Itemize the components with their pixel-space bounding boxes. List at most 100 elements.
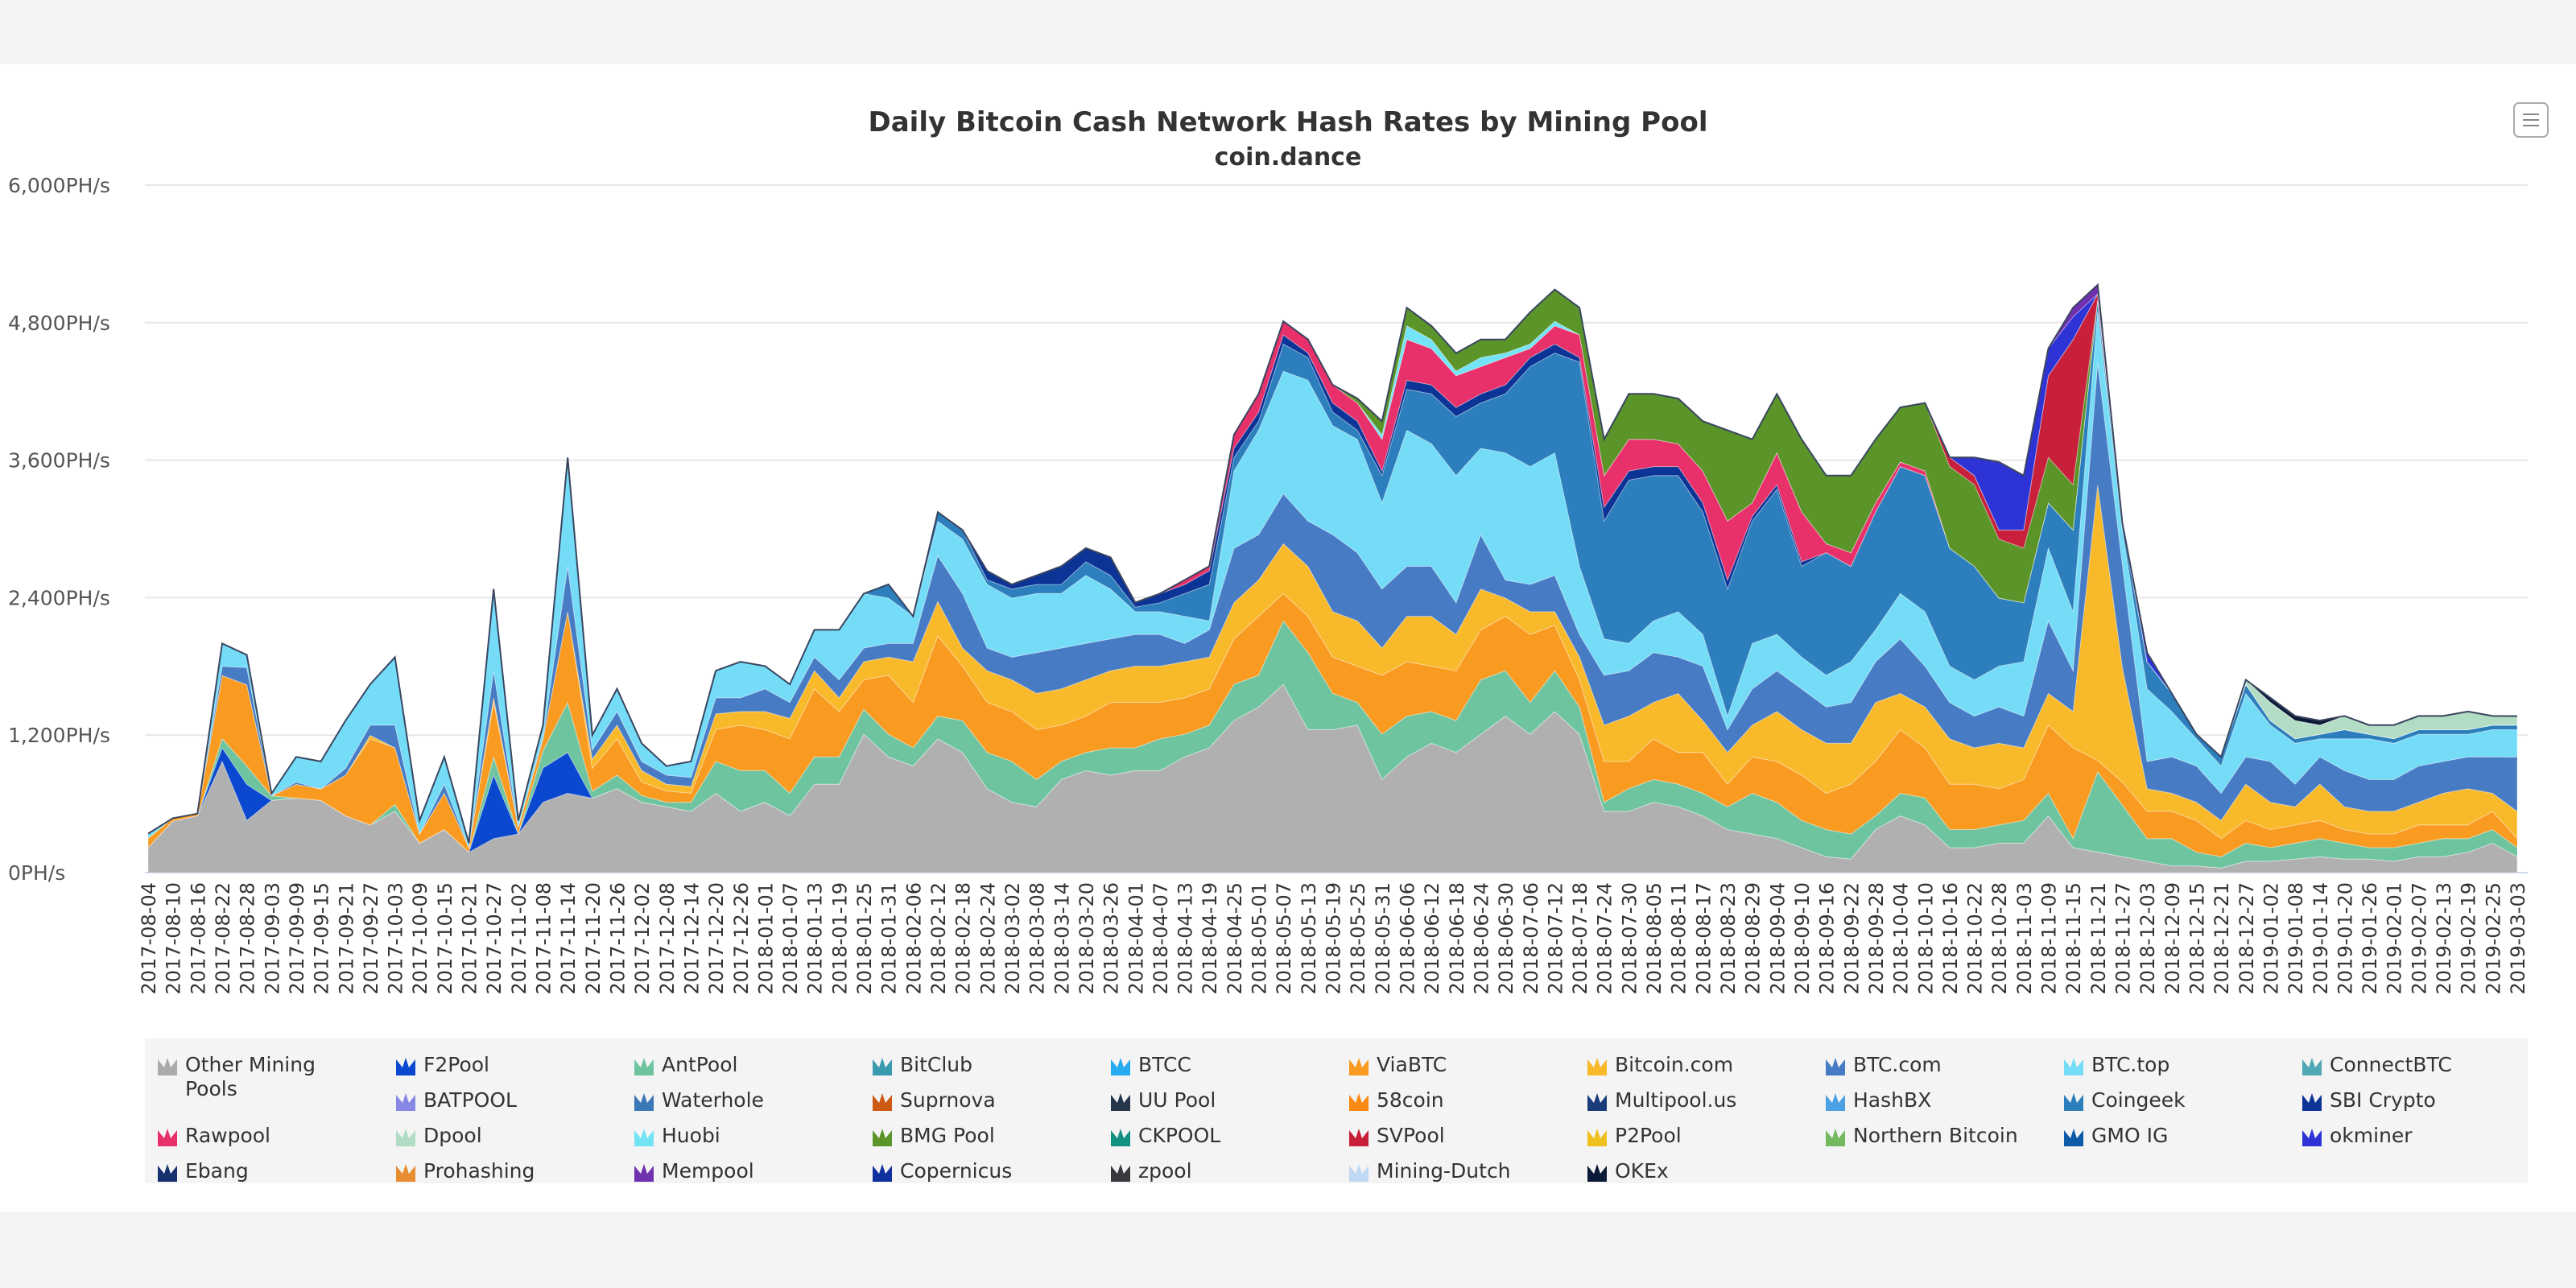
legend-label: ViaBTC [1377, 1053, 1447, 1076]
legend-item[interactable]: Mempool [634, 1159, 873, 1195]
x-tick-label: 2018-02-24 [976, 882, 999, 994]
x-tick-label: 2017-09-15 [311, 882, 333, 994]
x-tick-label: 2017-12-26 [730, 882, 753, 994]
legend-item[interactable]: Coingeek [2064, 1088, 2302, 1124]
x-tick-label: 2018-09-16 [1816, 882, 1839, 994]
legend-item[interactable]: okminer [2302, 1124, 2541, 1159]
legend-item[interactable]: GMO IG [2064, 1124, 2302, 1159]
legend-item[interactable]: BTCC [1111, 1053, 1349, 1088]
legend-item[interactable]: ConnectBTC [2302, 1053, 2541, 1088]
x-tick-label: 2018-02-06 [902, 882, 925, 994]
x-tick-label: 2018-11-09 [2038, 882, 2061, 994]
area-series-marker-icon [634, 1058, 654, 1075]
legend-item[interactable]: Multipool.us [1587, 1088, 1826, 1124]
area-series-antpool[interactable] [147, 620, 2518, 869]
legend-label: Northern Bitcoin [1853, 1124, 2018, 1147]
legend-label: Dpool [423, 1124, 482, 1147]
x-tick-label: 2017-10-03 [385, 882, 407, 994]
area-series-btc-top[interactable] [147, 311, 2518, 849]
legend-label: OKEx [1615, 1159, 1669, 1183]
legend-item[interactable]: zpool [1111, 1159, 1349, 1195]
x-tick-label: 2018-03-02 [1001, 882, 1024, 994]
legend-label: Rawpool [185, 1124, 270, 1147]
x-tick-label: 2017-08-28 [237, 882, 259, 994]
area-series-marker-icon [2302, 1093, 2322, 1111]
legend-item[interactable]: Bitcoin.com [1587, 1053, 1826, 1088]
area-series-marker-icon [1826, 1093, 1845, 1111]
area-series-marker-icon [2064, 1129, 2083, 1146]
legend-item[interactable]: Ebang [158, 1159, 396, 1195]
legend-item[interactable]: Prohashing [396, 1159, 634, 1195]
x-tick-label: 2018-05-31 [1372, 882, 1394, 994]
legend-label: Other Mining Pools [185, 1053, 316, 1100]
x-tick-label: 2017-09-21 [335, 882, 357, 994]
chart-context-menu-button[interactable] [2513, 102, 2549, 138]
legend-item[interactable]: F2Pool [396, 1053, 634, 1088]
x-tick-label: 2017-12-14 [680, 882, 703, 994]
area-series-viabtc[interactable] [147, 592, 2518, 857]
legend-label: BATPOOL [423, 1088, 517, 1112]
legend-item[interactable]: Suprnova [873, 1088, 1111, 1124]
x-tick-label: 2018-01-01 [754, 882, 777, 994]
x-tick-label: 2018-06-12 [1421, 882, 1443, 994]
legend-item[interactable]: Rawpool [158, 1124, 396, 1159]
y-tick-label: 2,400PH/s [8, 586, 110, 609]
x-tick-label: 2018-06-24 [1470, 882, 1492, 994]
legend-label: SBI Crypto [2330, 1088, 2436, 1112]
chart-legend: Other Mining Pools F2Pool AntPool BitClub BT… [145, 1038, 2528, 1183]
chart-subtitle: coin.dance [1214, 143, 1362, 171]
legend-item[interactable]: AntPool [634, 1053, 873, 1088]
x-tick-label: 2018-05-19 [1323, 882, 1345, 994]
x-tick-label: 2019-03-03 [2507, 882, 2529, 994]
x-tick-label: 2018-02-18 [952, 882, 975, 994]
legend-item[interactable]: OKEx [1587, 1159, 1826, 1195]
legend-item[interactable]: SBI Crypto [2302, 1088, 2541, 1124]
legend-item[interactable]: BATPOOL [396, 1088, 634, 1124]
x-tick-label: 2018-05-01 [1249, 882, 1271, 994]
legend-item[interactable]: BitClub [873, 1053, 1111, 1088]
x-tick-label: 2019-02-13 [2433, 882, 2455, 994]
x-tick-label: 2018-12-21 [2211, 882, 2233, 994]
legend-item[interactable]: P2Pool [1587, 1124, 1826, 1159]
legend-item[interactable]: Waterhole [634, 1088, 873, 1124]
legend-item[interactable]: Dpool [396, 1124, 634, 1159]
area-series-marker-icon [1587, 1093, 1607, 1111]
x-tick-label: 2018-03-08 [1026, 882, 1049, 994]
legend-item[interactable]: HashBX [1826, 1088, 2064, 1124]
x-tick-label: 2019-02-01 [2384, 882, 2406, 994]
x-tick-label: 2019-02-19 [2458, 882, 2480, 994]
x-tick-label: 2019-02-25 [2482, 882, 2504, 994]
area-series-marker-icon [1587, 1164, 1607, 1182]
legend-item[interactable]: Copernicus [873, 1159, 1111, 1195]
legend-item[interactable]: CKPOOL [1111, 1124, 1349, 1159]
x-tick-label: 2017-11-08 [533, 882, 555, 994]
legend-item[interactable]: Huobi [634, 1124, 873, 1159]
x-tick-label: 2017-11-26 [606, 882, 629, 994]
x-tick-label: 2017-12-20 [705, 882, 728, 994]
legend-item[interactable]: BTC.top [2064, 1053, 2302, 1088]
x-tick-label: 2017-08-16 [187, 882, 209, 994]
legend-item[interactable]: BMG Pool [873, 1124, 1111, 1159]
y-tick-label: 1,200PH/s [8, 724, 110, 747]
area-series-marker-icon [396, 1058, 415, 1075]
area-series-marker-icon [1111, 1058, 1130, 1075]
legend-item[interactable]: SVPool [1349, 1124, 1587, 1159]
area-series-marker-icon [873, 1093, 892, 1111]
legend-item[interactable]: Mining-Dutch [1349, 1159, 1587, 1195]
legend-item[interactable]: Other Mining Pools [158, 1053, 396, 1124]
area-series-other-mining-pools[interactable] [147, 683, 2518, 873]
legend-item[interactable]: 58coin [1349, 1088, 1587, 1124]
legend-item[interactable]: BTC.com [1826, 1053, 2064, 1088]
legend-item[interactable]: Northern Bitcoin [1826, 1124, 2064, 1159]
x-tick-label: 2018-08-23 [1717, 882, 1740, 994]
x-tick-label: 2019-01-20 [2334, 882, 2356, 994]
x-tick-label: 2018-01-07 [779, 882, 802, 994]
area-series-marker-icon [2302, 1129, 2322, 1146]
legend-item[interactable]: ViaBTC [1349, 1053, 1587, 1088]
y-tick-label: 6,000PH/s [8, 174, 110, 197]
legend-item[interactable]: UU Pool [1111, 1088, 1349, 1124]
x-tick-label: 2017-10-21 [459, 882, 481, 994]
x-tick-label: 2017-09-27 [360, 882, 382, 994]
legend-label: okminer [2330, 1124, 2413, 1147]
x-tick-label: 2017-08-10 [163, 882, 185, 994]
